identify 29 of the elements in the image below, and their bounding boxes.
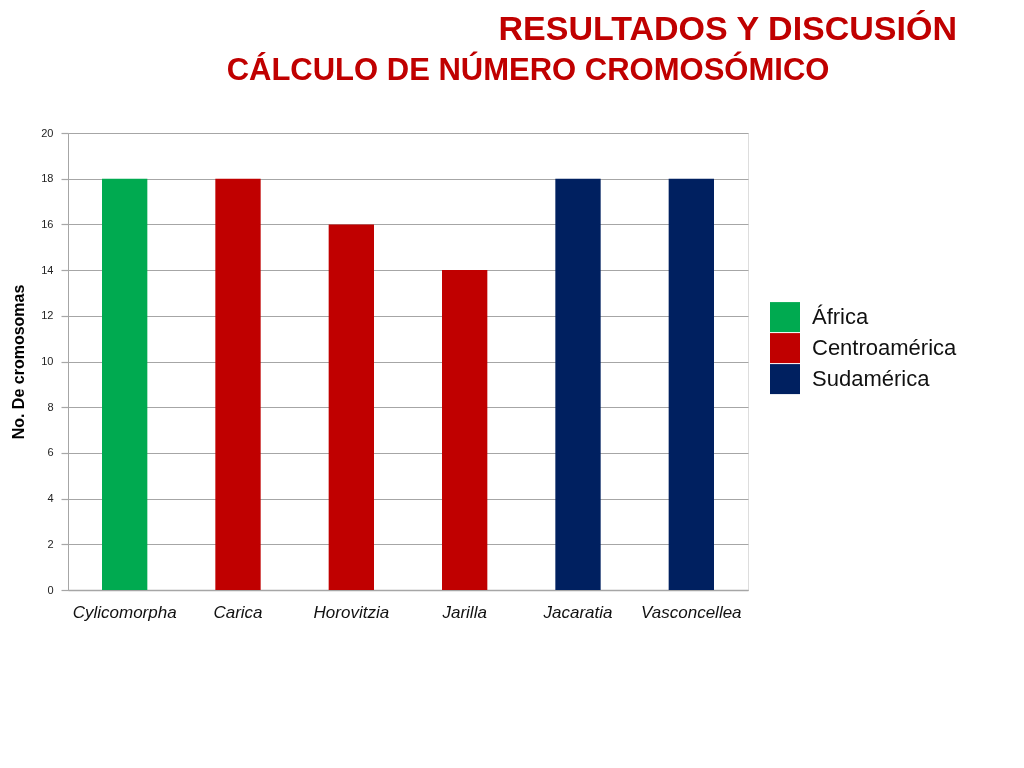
y-tick-label: 4 [47, 492, 54, 505]
bar [328, 224, 374, 590]
legend-label: Centroamérica [812, 335, 958, 361]
x-tick-label: Cylicomorpha [72, 602, 177, 622]
legend-label: África [812, 304, 869, 330]
bar [442, 270, 488, 590]
x-tick-label: Jarilla [441, 602, 487, 622]
bar [555, 178, 601, 590]
x-tick-label: Horovitzia [313, 602, 390, 622]
y-tick-label: 2 [47, 537, 54, 550]
y-tick-label: 0 [47, 583, 54, 596]
x-tick-label: Carica [213, 602, 263, 622]
bar [102, 178, 148, 590]
y-tick-label: 18 [41, 172, 54, 185]
y-tick-label: 16 [41, 217, 54, 230]
chart-title: RESULTADOS Y DISCUSIÓN [498, 8, 957, 47]
y-tick-label: 20 [41, 126, 54, 139]
y-tick-label: 12 [41, 309, 54, 322]
y-tick-label: 14 [41, 263, 54, 276]
bar [215, 178, 261, 590]
y-tick-label: 6 [47, 446, 54, 459]
bar [668, 178, 714, 590]
chart-subtitle: CÁLCULO DE NÚMERO CROMOSÓMICO [226, 51, 830, 87]
y-tick-label: 8 [47, 400, 54, 413]
x-tick-label: Vasconcellea [641, 602, 742, 622]
legend-label: Sudamérica [812, 366, 931, 392]
x-tick-label: Jacaratia [542, 602, 613, 622]
y-tick-label: 10 [41, 355, 54, 367]
y-axis-title: No. De cromosomas [10, 284, 28, 440]
